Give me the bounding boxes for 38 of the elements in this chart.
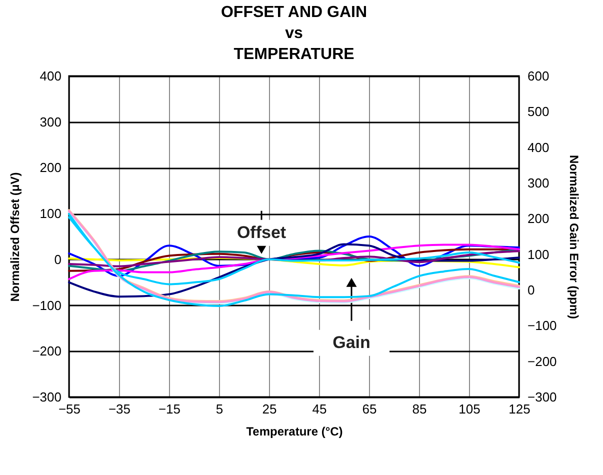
y-axis-title: Normalized Offset (μV) bbox=[8, 172, 22, 302]
y2-tick-label: −100 bbox=[528, 318, 557, 334]
line-series bbox=[68, 243, 520, 298]
line-series bbox=[68, 250, 520, 268]
y2-tick-label: 100 bbox=[528, 246, 550, 262]
x-tick-label: 45 bbox=[312, 402, 327, 416]
annotation: Gain bbox=[332, 332, 370, 352]
x-tick-label: 5 bbox=[216, 402, 224, 416]
y2-tick-label: 500 bbox=[528, 104, 550, 120]
x-tick-label: 25 bbox=[262, 402, 277, 416]
y-tick-label: 0 bbox=[54, 252, 62, 267]
y2-tick-label: 200 bbox=[528, 211, 550, 226]
y-tick-label: 100 bbox=[40, 206, 62, 222]
y-tick-label: −300 bbox=[32, 390, 62, 404]
chart-title: OFFSET AND GAIN vs TEMPERATURE bbox=[220, 4, 368, 63]
x-tick-label: −35 bbox=[108, 402, 131, 416]
line-series bbox=[68, 248, 520, 272]
y2-tick-label: −300 bbox=[528, 390, 557, 404]
y-tick-label: −100 bbox=[32, 298, 62, 313]
y-tick-label: 200 bbox=[40, 160, 62, 176]
x-tick-label: −55 bbox=[58, 402, 81, 416]
y2-tick-label: −200 bbox=[528, 354, 557, 369]
y-tick-label: 300 bbox=[40, 114, 62, 130]
y2-axis-title: Normalized Gain Error (ppm) bbox=[566, 154, 581, 320]
x-tick-label: −15 bbox=[158, 402, 181, 416]
x-tick-label: 105 bbox=[458, 402, 480, 416]
y2-tick-label: 300 bbox=[528, 176, 550, 190]
y2-tick-label: 600 bbox=[528, 68, 550, 84]
x-tick-label: 125 bbox=[508, 402, 530, 416]
line-series bbox=[68, 244, 520, 280]
x-tick-label: 85 bbox=[412, 402, 427, 416]
y2-tick-label: 0 bbox=[528, 282, 535, 298]
y-tick-label: −200 bbox=[32, 344, 62, 359]
y-tick-label: 400 bbox=[40, 68, 62, 84]
y2-tick-label: 400 bbox=[528, 140, 550, 155]
x-tick-label: 65 bbox=[362, 402, 377, 416]
x-axis-title: Temperature (°C) bbox=[246, 424, 343, 438]
annotation: Offset bbox=[236, 222, 286, 242]
